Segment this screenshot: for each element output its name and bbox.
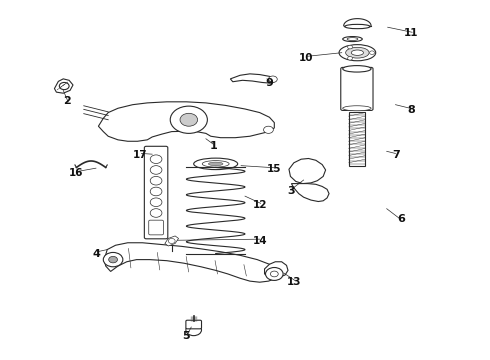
Ellipse shape — [343, 106, 371, 111]
Text: 12: 12 — [252, 200, 267, 210]
Polygon shape — [98, 102, 274, 141]
Circle shape — [186, 324, 201, 336]
Ellipse shape — [345, 47, 369, 58]
FancyBboxPatch shape — [149, 220, 163, 235]
FancyBboxPatch shape — [341, 67, 373, 111]
Text: 16: 16 — [69, 168, 84, 178]
Ellipse shape — [347, 38, 358, 41]
Text: 5: 5 — [183, 331, 190, 341]
Circle shape — [150, 176, 162, 185]
Circle shape — [150, 209, 162, 217]
Circle shape — [347, 57, 352, 60]
Ellipse shape — [339, 45, 376, 61]
Text: 14: 14 — [252, 236, 267, 246]
Ellipse shape — [202, 161, 229, 167]
FancyBboxPatch shape — [186, 320, 201, 329]
Text: 3: 3 — [288, 186, 295, 196]
Circle shape — [150, 166, 162, 174]
Polygon shape — [230, 74, 274, 83]
Text: 7: 7 — [392, 150, 400, 160]
Polygon shape — [104, 243, 279, 282]
Ellipse shape — [343, 66, 371, 72]
Circle shape — [270, 271, 278, 277]
Circle shape — [59, 82, 69, 90]
Ellipse shape — [344, 24, 370, 29]
Circle shape — [150, 198, 162, 207]
Circle shape — [168, 238, 175, 243]
Ellipse shape — [208, 162, 223, 166]
Ellipse shape — [343, 37, 362, 41]
Ellipse shape — [194, 158, 238, 170]
Circle shape — [150, 187, 162, 196]
Circle shape — [347, 45, 352, 49]
Text: 8: 8 — [407, 105, 415, 115]
Circle shape — [269, 76, 277, 82]
Circle shape — [266, 267, 283, 280]
Polygon shape — [289, 158, 326, 184]
Circle shape — [264, 126, 273, 134]
Polygon shape — [165, 236, 178, 246]
Circle shape — [109, 256, 118, 263]
Circle shape — [369, 51, 374, 54]
Text: 17: 17 — [133, 150, 147, 160]
Text: 2: 2 — [63, 96, 71, 106]
Text: 11: 11 — [404, 28, 418, 38]
Circle shape — [170, 106, 207, 134]
Text: 1: 1 — [209, 141, 217, 151]
Text: 10: 10 — [299, 53, 313, 63]
FancyBboxPatch shape — [145, 146, 168, 239]
Polygon shape — [54, 79, 73, 93]
FancyBboxPatch shape — [348, 112, 365, 166]
Text: 9: 9 — [266, 78, 273, 88]
Polygon shape — [265, 262, 288, 278]
Ellipse shape — [351, 50, 364, 55]
Circle shape — [180, 113, 197, 126]
Circle shape — [103, 252, 123, 267]
Text: 15: 15 — [267, 164, 282, 174]
Circle shape — [150, 155, 162, 163]
Text: 13: 13 — [287, 277, 301, 287]
Text: 6: 6 — [397, 215, 405, 224]
Text: 4: 4 — [92, 248, 100, 258]
Polygon shape — [292, 184, 329, 202]
